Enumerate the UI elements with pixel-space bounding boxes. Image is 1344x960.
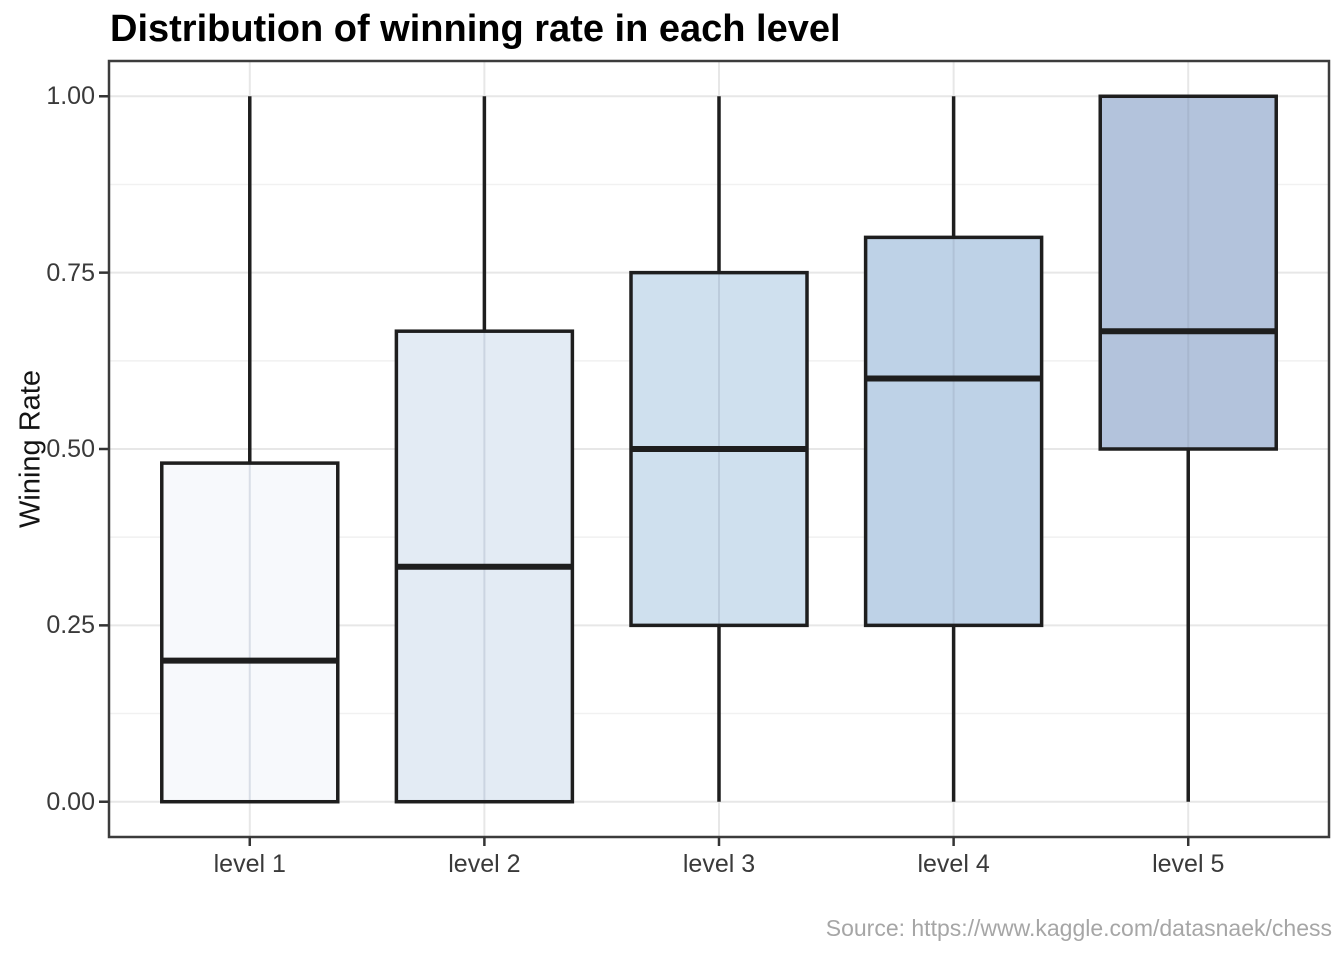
box-border-level-3 <box>629 270 809 628</box>
box-border-level-1 <box>160 461 340 804</box>
x-tick-label-level-5: level 5 <box>1152 850 1225 878</box>
box-fill-level-1 <box>161 463 338 802</box>
y-tick-label-0.25: 0.25 <box>46 611 95 640</box>
x-tick-label-level-3: level 3 <box>682 850 756 878</box>
y-tick-label-0.00: 0.00 <box>46 787 95 816</box>
box-fill-level-4 <box>865 237 1042 626</box>
x-tick-label-level-4: level 4 <box>917 850 990 878</box>
chart-title: Distribution of winning rate in each lev… <box>110 8 841 50</box>
box-border-level-2 <box>394 329 575 804</box>
source-caption: Source: https://www.kaggle.com/datasnaek… <box>825 915 1332 941</box>
x-tick-label-level-1: level 1 <box>213 850 286 878</box>
y-tick-label-0.50: 0.50 <box>46 435 95 463</box>
x-tick-label-level-2: level 2 <box>448 850 521 878</box>
y-tick-label-1.00: 1.00 <box>46 82 95 111</box>
box-border-level-4 <box>863 235 1044 628</box>
y-tick-label-0.75: 0.75 <box>46 258 95 287</box>
box-border-level-5 <box>1098 94 1278 451</box>
box-fill-level-5 <box>1100 96 1277 449</box>
